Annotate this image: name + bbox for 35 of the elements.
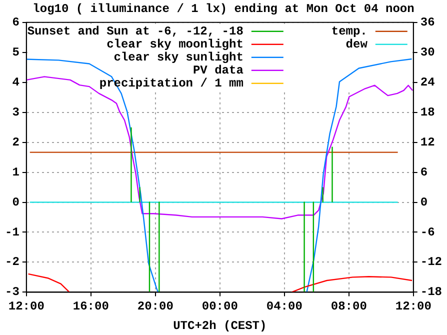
y2-tick-label: 12 [420, 135, 435, 150]
x-tick-label: 08:00 [330, 299, 367, 314]
y-tick-label: 6 [12, 15, 20, 30]
x-tick-label: 04:00 [266, 299, 302, 314]
x-tick-label: 16:00 [72, 299, 109, 314]
x-tick-label: 12:00 [395, 299, 432, 314]
y2-tick-label: 36 [420, 15, 435, 30]
y2-tick-label: 6 [420, 165, 428, 180]
y-tick-label: -3 [4, 285, 20, 300]
legend-label: dew [346, 37, 368, 52]
y2-tick-label: 18 [420, 105, 435, 120]
legend-label: PV data [192, 63, 244, 78]
x-tick-label: 20:00 [137, 299, 174, 314]
y-tick-label: -2 [4, 255, 20, 270]
y2-tick-label: 30 [420, 45, 435, 60]
y-tick-label: 4 [12, 75, 20, 90]
y2-tick-label: -12 [420, 255, 442, 270]
y-tick-label: 2 [12, 135, 20, 150]
x-tick-label: 00:00 [202, 299, 238, 314]
x-tick-label: 12:00 [8, 299, 44, 314]
y2-tick-label: -18 [420, 285, 442, 300]
chart-title: log10 ( illuminance / 1 lx) ending at Mon Oct 04 noon [32, 2, 414, 16]
y-tick-label: 0 [12, 195, 20, 210]
x-axis-title: UTC+2h (CEST) [173, 318, 267, 333]
y-tick-label: 3 [12, 105, 20, 120]
y-tick-label: -1 [4, 225, 20, 240]
y2-tick-label: -6 [420, 225, 435, 240]
y2-tick-label: 24 [420, 75, 435, 90]
y-tick-label: 1 [12, 165, 20, 180]
y2-tick-label: 0 [420, 195, 428, 210]
legend-label: clear sky moonlight [106, 37, 244, 52]
legend-label: Sunset and Sun at -6, -12, -18 [27, 24, 244, 38]
legend-label: temp. [331, 24, 368, 38]
legend-label: clear sky sunlight [114, 50, 244, 64]
y-tick-label: 5 [12, 45, 20, 60]
